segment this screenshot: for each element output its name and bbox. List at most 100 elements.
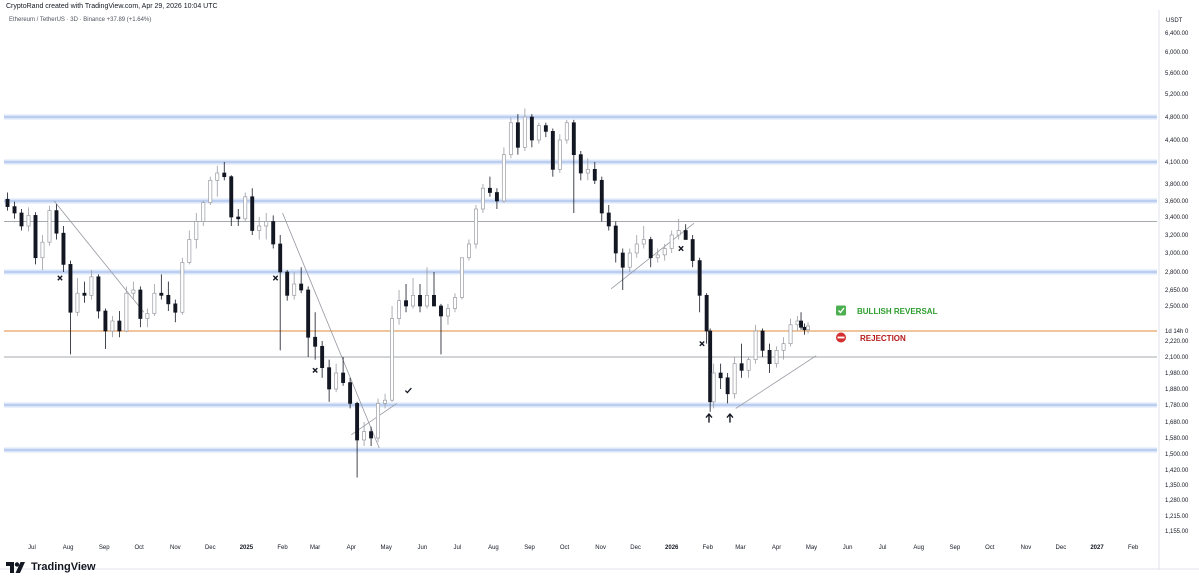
candle-body-up bbox=[362, 431, 367, 441]
candle bbox=[550, 128, 555, 177]
candle bbox=[460, 257, 464, 300]
candle-body-up bbox=[40, 241, 45, 259]
candle-body-up bbox=[75, 292, 80, 313]
candle-body-down bbox=[494, 192, 499, 202]
price-tick-label: 1,580.00 bbox=[1165, 436, 1189, 442]
price-tick-label: 6,000.00 bbox=[1165, 50, 1189, 56]
candle bbox=[446, 303, 450, 325]
candle bbox=[425, 267, 429, 309]
price-tick-label: 1,280.00 bbox=[1165, 498, 1189, 504]
candle bbox=[802, 323, 807, 335]
candle bbox=[96, 274, 101, 319]
candle bbox=[432, 272, 436, 307]
candle bbox=[571, 119, 576, 213]
candle bbox=[159, 274, 164, 300]
price-tick-label: 1,680.00 bbox=[1165, 420, 1189, 426]
candle-body-up bbox=[89, 276, 94, 296]
candle-body-down bbox=[306, 289, 311, 338]
candle bbox=[620, 248, 625, 290]
candle bbox=[760, 328, 765, 357]
time-tick-label: Aug bbox=[913, 545, 924, 551]
candle bbox=[599, 176, 604, 222]
candle-body-up bbox=[243, 196, 248, 220]
candle bbox=[718, 363, 723, 389]
candle bbox=[799, 312, 803, 330]
candle-body-up bbox=[390, 318, 394, 401]
candle-body-down bbox=[33, 215, 38, 259]
time-tick-label: Dec bbox=[630, 545, 641, 551]
price-tick-label: 6,400.00 bbox=[1165, 31, 1189, 37]
x-stroke bbox=[312, 367, 318, 374]
candle-body-up bbox=[746, 359, 751, 371]
candle-body-up bbox=[334, 372, 339, 390]
time-tick-label: Jun bbox=[418, 545, 428, 551]
candle bbox=[529, 114, 534, 148]
candle bbox=[711, 363, 716, 409]
candle-body-up bbox=[201, 202, 206, 222]
candle-body-down bbox=[166, 294, 171, 305]
candle bbox=[229, 175, 234, 226]
candle bbox=[348, 377, 353, 409]
candle-body-down bbox=[613, 225, 618, 254]
candle-body-down bbox=[529, 116, 534, 141]
price-tick-label: 1,980.00 bbox=[1165, 371, 1189, 377]
candle-body-up bbox=[264, 221, 269, 227]
price-axis: 6,400.00 6,000.00 5,600.00 5,200.00 4,800.00… bbox=[1165, 31, 1189, 535]
bullish-reversal-label: BULLISH REVERSAL bbox=[857, 307, 938, 316]
arrow-up-icon bbox=[705, 413, 713, 423]
candle-body-down bbox=[278, 243, 283, 273]
candle bbox=[487, 176, 492, 197]
candle bbox=[89, 270, 94, 300]
candle bbox=[418, 284, 422, 313]
price-tick-label: 3,800.00 bbox=[1165, 182, 1189, 188]
candle bbox=[250, 188, 255, 235]
candle-body-down bbox=[487, 187, 492, 193]
candle bbox=[704, 293, 709, 344]
candle-body-up bbox=[124, 292, 129, 332]
candle-body-down bbox=[799, 320, 803, 328]
price-tick-label: 4,400.00 bbox=[1165, 138, 1189, 144]
time-tick-label: May bbox=[806, 545, 817, 551]
annotations: BULLISH REVERSAL REJECTION bbox=[836, 305, 938, 343]
candle-body-up bbox=[795, 320, 800, 326]
candle bbox=[746, 357, 751, 378]
candle-body-up bbox=[557, 139, 562, 170]
candle-body-up bbox=[774, 349, 779, 365]
time-tick-label: Feb bbox=[277, 545, 288, 551]
candle-body-down bbox=[550, 131, 555, 170]
candle bbox=[806, 322, 810, 334]
price-tick-label: 4,100.00 bbox=[1165, 160, 1189, 166]
price-tick-label: 5,200.00 bbox=[1165, 92, 1189, 98]
x-stroke bbox=[272, 275, 279, 281]
price-tick-label: 1,880.00 bbox=[1165, 387, 1189, 393]
candle bbox=[82, 281, 87, 303]
candle-body-down bbox=[690, 239, 695, 261]
candle bbox=[683, 224, 688, 240]
candle bbox=[68, 260, 73, 355]
candle bbox=[613, 221, 618, 263]
candle bbox=[383, 393, 388, 409]
candle bbox=[453, 293, 457, 313]
time-tick-label: Mar bbox=[310, 545, 320, 551]
candle-body-up bbox=[467, 243, 471, 259]
time-tick-label: Jul bbox=[28, 545, 36, 551]
x-marker-icon bbox=[57, 275, 63, 281]
trendline bbox=[53, 200, 145, 313]
time-tick-label: Jul bbox=[879, 545, 887, 551]
candle bbox=[439, 303, 443, 355]
attribution-text: CryptoRand created with TradingView.com,… bbox=[6, 3, 218, 10]
candle bbox=[173, 299, 178, 323]
candle bbox=[515, 114, 520, 155]
currency-label: USDT bbox=[1166, 18, 1183, 24]
candle bbox=[152, 284, 157, 316]
x-marker-icon bbox=[272, 275, 279, 281]
arrow-up-icon bbox=[726, 413, 734, 423]
time-tick-label: Feb bbox=[1128, 545, 1139, 551]
price-tick-label: 1,500.00 bbox=[1165, 452, 1189, 458]
price-tick-label: 2,500.00 bbox=[1165, 304, 1189, 310]
time-tick-label: Oct bbox=[560, 545, 570, 551]
candle bbox=[480, 184, 485, 213]
candle-body-down bbox=[648, 239, 653, 259]
candle-body-down bbox=[61, 232, 66, 265]
